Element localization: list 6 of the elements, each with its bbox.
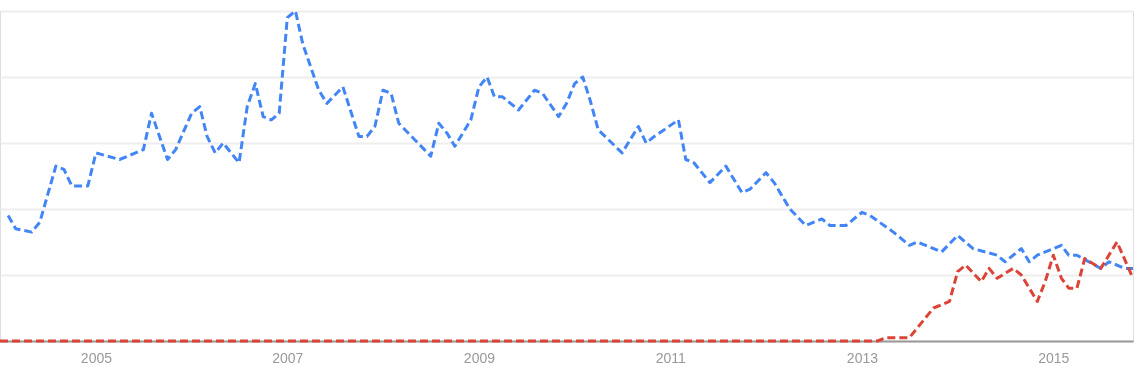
x-tick-label: 2015	[1038, 349, 1070, 366]
x-tick-label: 2011	[655, 349, 687, 366]
x-tick-label: 2013	[846, 349, 879, 366]
x-tick-label: 2005	[80, 349, 113, 366]
x-tick-label: 2007	[272, 349, 304, 366]
x-tick-label: 2009	[463, 349, 496, 366]
